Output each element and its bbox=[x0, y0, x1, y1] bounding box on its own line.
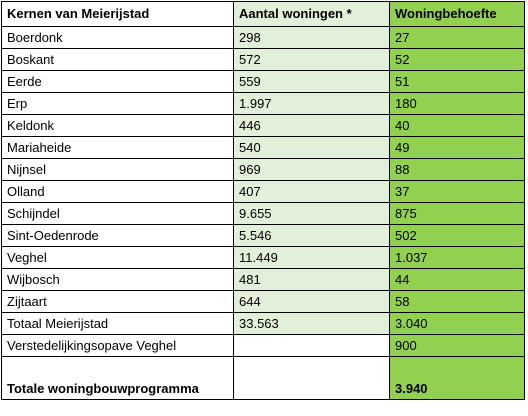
cell-kern: Wijbosch bbox=[1, 268, 234, 291]
totale-aantal bbox=[233, 356, 390, 400]
cell-kern: Keldonk bbox=[1, 114, 234, 137]
cell-behoefte: 40 bbox=[389, 114, 525, 137]
woningbehoefte-table: Kernen van Meierijstad Aantal woningen *… bbox=[1, 1, 525, 400]
totale-row: Totale woningbouwprogramma 3.940 bbox=[1, 356, 525, 400]
cell-kern: Eerde bbox=[1, 70, 234, 93]
cell-aantal: 644 bbox=[233, 290, 390, 313]
cell-aantal: 11.449 bbox=[233, 246, 390, 269]
cell-aantal: 5.546 bbox=[233, 224, 390, 247]
cell-aantal: 298 bbox=[233, 26, 390, 49]
cell-behoefte: 3.040 bbox=[389, 312, 525, 335]
cell-behoefte: 37 bbox=[389, 180, 525, 203]
header-aantal: Aantal woningen * bbox=[233, 1, 390, 27]
table-row: Boskant 572 52 bbox=[1, 48, 525, 71]
cell-behoefte: 49 bbox=[389, 136, 525, 159]
cell-behoefte: 88 bbox=[389, 158, 525, 181]
cell-aantal: 407 bbox=[233, 180, 390, 203]
cell-behoefte: 27 bbox=[389, 26, 525, 49]
cell-behoefte: 51 bbox=[389, 70, 525, 93]
cell-aantal: 540 bbox=[233, 136, 390, 159]
table-row: Zijtaart 644 58 bbox=[1, 290, 525, 313]
table-row: Mariaheide 540 49 bbox=[1, 136, 525, 159]
cell-aantal: 33.563 bbox=[233, 312, 390, 335]
cell-aantal: 559 bbox=[233, 70, 390, 93]
totale-behoefte: 3.940 bbox=[389, 356, 525, 400]
cell-behoefte: 58 bbox=[389, 290, 525, 313]
cell-aantal: 481 bbox=[233, 268, 390, 291]
table-row: Totaal Meierijstad 33.563 3.040 bbox=[1, 312, 525, 335]
cell-aantal: 9.655 bbox=[233, 202, 390, 225]
table-row: Nijnsel 969 88 bbox=[1, 158, 525, 181]
table-row: Boerdonk 298 27 bbox=[1, 26, 525, 49]
cell-kern: Nijnsel bbox=[1, 158, 234, 181]
cell-kern: Zijtaart bbox=[1, 290, 234, 313]
cell-aantal: 969 bbox=[233, 158, 390, 181]
table-row: Keldonk 446 40 bbox=[1, 114, 525, 137]
totale-label: Totale woningbouwprogramma bbox=[1, 356, 234, 400]
table-row: Veghel 11.449 1.037 bbox=[1, 246, 525, 269]
cell-aantal: 572 bbox=[233, 48, 390, 71]
header-behoefte: Woningbehoefte bbox=[389, 1, 525, 27]
cell-kern: Veghel bbox=[1, 246, 234, 269]
table-row: Sint-Oedenrode 5.546 502 bbox=[1, 224, 525, 247]
table-row: Schijndel 9.655 875 bbox=[1, 202, 525, 225]
table-row: Olland 407 37 bbox=[1, 180, 525, 203]
header-kern: Kernen van Meierijstad bbox=[1, 1, 234, 27]
cell-aantal: 446 bbox=[233, 114, 390, 137]
verstedelijking-behoefte: 900 bbox=[389, 334, 525, 357]
cell-kern: Mariaheide bbox=[1, 136, 234, 159]
cell-kern: Erp bbox=[1, 92, 234, 115]
table-row: Eerde 559 51 bbox=[1, 70, 525, 93]
cell-aantal: 1.997 bbox=[233, 92, 390, 115]
cell-behoefte: 875 bbox=[389, 202, 525, 225]
cell-behoefte: 44 bbox=[389, 268, 525, 291]
verstedelijking-row: Verstedelijkingsopave Veghel 900 bbox=[1, 334, 525, 357]
cell-behoefte: 502 bbox=[389, 224, 525, 247]
cell-kern: Olland bbox=[1, 180, 234, 203]
verstedelijking-label: Verstedelijkingsopave Veghel bbox=[1, 334, 234, 357]
table-row: Erp 1.997 180 bbox=[1, 92, 525, 115]
cell-behoefte: 1.037 bbox=[389, 246, 525, 269]
cell-kern: Sint-Oedenrode bbox=[1, 224, 234, 247]
verstedelijking-aantal bbox=[233, 334, 390, 357]
cell-kern: Boskant bbox=[1, 48, 234, 71]
cell-kern: Schijndel bbox=[1, 202, 234, 225]
cell-behoefte: 52 bbox=[389, 48, 525, 71]
cell-kern: Boerdonk bbox=[1, 26, 234, 49]
cell-behoefte: 180 bbox=[389, 92, 525, 115]
table-row: Wijbosch 481 44 bbox=[1, 268, 525, 291]
header-row: Kernen van Meierijstad Aantal woningen *… bbox=[1, 1, 525, 27]
cell-kern: Totaal Meierijstad bbox=[1, 312, 234, 335]
